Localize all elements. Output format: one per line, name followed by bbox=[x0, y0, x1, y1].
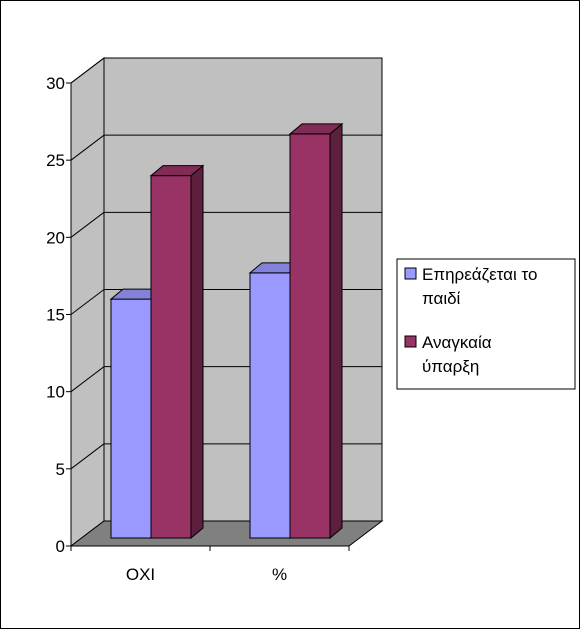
legend-box bbox=[396, 258, 576, 390]
gridline-side bbox=[70, 134, 105, 161]
legend-label-line: Επηρεάζεται το bbox=[422, 265, 537, 284]
bar bbox=[149, 164, 205, 540]
y-tick-label: 10 bbox=[46, 383, 65, 402]
bar-top bbox=[288, 123, 344, 135]
axes: 0 5 10 15 20 25 30 ΟΧΙ% bbox=[46, 74, 350, 584]
legend-label: Αναγκαία ύπαρξη bbox=[422, 333, 492, 376]
x-tick-label: ΟΧΙ bbox=[126, 565, 155, 584]
bar-front bbox=[110, 298, 152, 539]
gridline-side bbox=[70, 366, 105, 393]
bar-front bbox=[150, 175, 192, 539]
gridline-side bbox=[70, 443, 105, 470]
bars bbox=[109, 122, 344, 540]
x-tick-label: % bbox=[272, 565, 287, 584]
bar-front bbox=[289, 133, 331, 539]
y-tick-label: 15 bbox=[46, 306, 65, 325]
y-tick-label: 25 bbox=[46, 151, 65, 170]
gridline-side bbox=[70, 289, 105, 315]
bar-top bbox=[149, 165, 205, 177]
y-tick-label: 30 bbox=[46, 74, 65, 93]
y-tick-label: 20 bbox=[46, 228, 65, 247]
legend-label-line: παιδί bbox=[422, 289, 461, 308]
bar-side bbox=[190, 164, 204, 540]
y-tick-label: 5 bbox=[56, 460, 65, 479]
legend-label: Επηρεάζεται το παιδί bbox=[422, 265, 537, 308]
legend-label-line: ύπαρξη bbox=[422, 357, 479, 376]
bar-front bbox=[249, 272, 291, 539]
legend-swatch bbox=[404, 267, 417, 280]
y-tick-label: 0 bbox=[56, 537, 65, 556]
gridline-side bbox=[70, 211, 105, 238]
legend: Επηρεάζεται το παιδί Αναγκαία ύπαρξη bbox=[396, 258, 576, 390]
bar bbox=[288, 122, 344, 540]
bar-side bbox=[329, 122, 343, 540]
legend-label-line: Αναγκαία bbox=[422, 333, 492, 352]
legend-swatch bbox=[404, 335, 417, 348]
gridline-side bbox=[70, 57, 105, 84]
